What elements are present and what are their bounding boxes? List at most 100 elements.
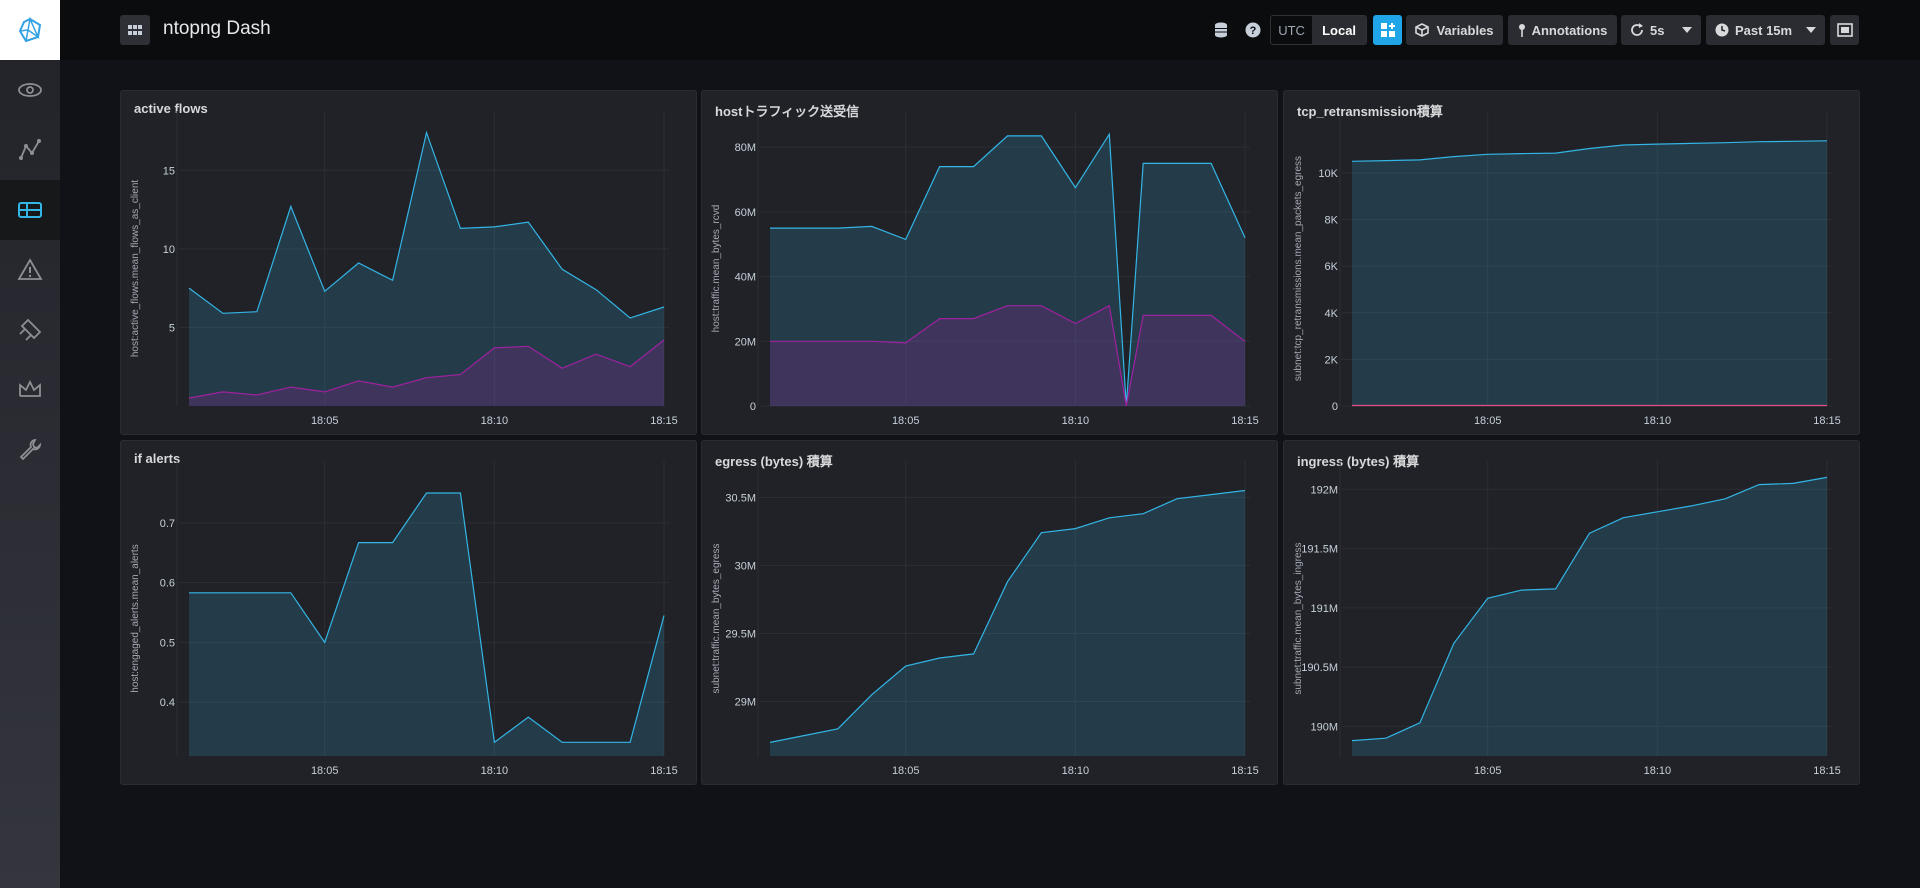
panel-egress-bytes[interactable]: egress (bytes) 積算 29M 29.5M 30M 30.5M 18:05 1… bbox=[701, 440, 1278, 785]
series-line bbox=[770, 304, 1246, 407]
grafana-logo[interactable] bbox=[0, 0, 60, 60]
y-tick-label: 60M bbox=[735, 207, 756, 219]
x-tick-label: 18:05 bbox=[892, 765, 920, 777]
panel-title[interactable]: hostトラフィック送受信 bbox=[715, 104, 860, 119]
y-tick-label: 10K bbox=[1318, 168, 1338, 180]
series-line bbox=[1351, 140, 1828, 162]
chart-svg[interactable]: 190M 190.5M 191M 191.5M 192M 18:05 18:10 18:15 s… bbox=[1284, 441, 1861, 786]
sidebar bbox=[0, 0, 60, 888]
time-range-label: Past 15m bbox=[1735, 22, 1793, 38]
cube-icon bbox=[1415, 23, 1430, 37]
y-axis-label: host:active_flows.mean_flows_as_client bbox=[130, 180, 141, 358]
add-panel-icon bbox=[1380, 23, 1395, 37]
series-line bbox=[188, 339, 665, 399]
series-line bbox=[769, 489, 1246, 743]
y-tick-label: 0.5 bbox=[160, 637, 175, 649]
y-tick-label: 191M bbox=[1310, 603, 1338, 615]
panel-active-flows[interactable]: active flows 5 10 15 18:05 18:10 18:15 host:ac… bbox=[120, 90, 697, 435]
y-axis-label: subnet:traffic.mean_bytes_ingress bbox=[1293, 542, 1304, 694]
y-tick-label: 8K bbox=[1325, 215, 1339, 227]
y-tick-label: 4K bbox=[1325, 308, 1339, 320]
utc-option[interactable]: UTC bbox=[1278, 22, 1305, 38]
refresh-interval: 5s bbox=[1650, 22, 1665, 38]
x-tick-label: 18:15 bbox=[1231, 765, 1259, 777]
database-icon bbox=[1215, 22, 1227, 38]
dashboard-menu-button[interactable] bbox=[120, 15, 150, 45]
panel-host-traffic[interactable]: hostトラフィック送受信 0 20M 40M 60M 80M 18:05 18:10 18:… bbox=[701, 90, 1278, 435]
add-panel-button[interactable] bbox=[1373, 15, 1402, 45]
x-tick-label: 18:15 bbox=[650, 415, 678, 427]
x-tick-label: 18:10 bbox=[1644, 765, 1672, 777]
series-area bbox=[1352, 477, 1827, 756]
x-tick-label: 18:10 bbox=[1062, 765, 1090, 777]
help-button[interactable]: ? bbox=[1242, 15, 1264, 45]
sidebar-item-admin[interactable] bbox=[0, 360, 60, 420]
sidebar-item-explore[interactable] bbox=[0, 60, 60, 120]
crown-icon bbox=[19, 379, 41, 397]
refresh-picker[interactable]: 5s bbox=[1621, 15, 1701, 45]
panel-title[interactable]: active flows bbox=[134, 101, 208, 116]
x-tick-label: 18:05 bbox=[892, 415, 920, 427]
x-tick-label: 18:15 bbox=[1813, 765, 1841, 777]
timezone-toggle: UTC Local bbox=[1270, 15, 1367, 45]
sidebar-item-plugins[interactable] bbox=[0, 300, 60, 360]
sidebar-item-dashboards[interactable] bbox=[0, 180, 60, 240]
chevron-down-icon bbox=[1682, 27, 1692, 33]
y-tick-label: 192M bbox=[1310, 484, 1338, 496]
panel-if-alerts[interactable]: if alerts 0.4 0.5 0.6 0.7 18:05 18:10 18:15 hos… bbox=[120, 440, 697, 785]
wrench-icon bbox=[19, 438, 42, 461]
page-title[interactable]: ntopng Dash bbox=[163, 18, 271, 39]
variables-button[interactable]: Variables bbox=[1406, 15, 1503, 45]
panel-ingress-bytes[interactable]: ingress (bytes) 積算 190M 190.5M 191M 191.5M 1… bbox=[1283, 440, 1860, 785]
y-tick-label: 0.7 bbox=[160, 518, 175, 530]
database-button[interactable] bbox=[1210, 15, 1232, 45]
y-tick-label: 30.5M bbox=[725, 492, 756, 504]
chart-svg[interactable]: 5 10 15 18:05 18:10 18:15 host:active_flows.me… bbox=[121, 91, 698, 436]
y-tick-label: 5 bbox=[169, 322, 175, 334]
svg-text:?: ? bbox=[1250, 25, 1257, 37]
y-axis-label: subnet:tcp_retransmissions.mean_packets_… bbox=[1293, 156, 1304, 381]
y-tick-label: 29.5M bbox=[725, 628, 756, 640]
x-tick-label: 18:10 bbox=[1644, 415, 1672, 427]
panel-tcp-retransmission[interactable]: tcp_retransmission積算 0 2K 4K 6K 8K 10K 18:05 18… bbox=[1283, 90, 1860, 435]
annotations-button[interactable]: Annotations bbox=[1508, 15, 1617, 45]
panel-title[interactable]: ingress (bytes) 積算 bbox=[1297, 454, 1420, 469]
chevron-down-icon bbox=[1806, 27, 1816, 33]
tv-mode-button[interactable] bbox=[1830, 15, 1859, 45]
y-tick-label: 30M bbox=[735, 560, 756, 572]
x-tick-label: 18:15 bbox=[1231, 415, 1259, 427]
sidebar-item-configuration[interactable] bbox=[0, 420, 60, 480]
x-tick-label: 18:10 bbox=[481, 415, 509, 427]
y-axis-label: host:traffic.mean_bytes_rcvd bbox=[711, 205, 722, 333]
series-area bbox=[770, 305, 1245, 406]
time-range-picker[interactable]: Past 15m bbox=[1706, 15, 1825, 45]
panel-title[interactable]: egress (bytes) 積算 bbox=[715, 454, 833, 469]
sidebar-item-alerting[interactable] bbox=[0, 240, 60, 300]
chart-svg[interactable]: 0 20M 40M 60M 80M 18:05 18:10 18:15 host:traffic… bbox=[702, 91, 1279, 436]
clock-icon bbox=[1715, 23, 1729, 37]
panel-title[interactable]: if alerts bbox=[134, 451, 181, 466]
y-tick-label: 6K bbox=[1325, 261, 1339, 273]
y-axis-label: subnet:traffic.mean_bytes_egress bbox=[711, 544, 722, 694]
plugin-icon bbox=[19, 318, 42, 341]
y-tick-label: 190.5M bbox=[1301, 662, 1338, 674]
logo-icon bbox=[18, 16, 42, 43]
graph-icon bbox=[19, 139, 41, 160]
pin-icon bbox=[1518, 24, 1525, 37]
chart-svg[interactable]: 29M 29.5M 30M 30.5M 18:05 18:10 18:15 subnet:tr… bbox=[702, 441, 1279, 786]
chart-svg[interactable]: 0.4 0.5 0.6 0.7 18:05 18:10 18:15 host:engaged_… bbox=[121, 441, 698, 786]
series-area bbox=[1352, 140, 1827, 407]
y-tick-label: 0 bbox=[1332, 401, 1338, 413]
dashboard-icon bbox=[18, 202, 42, 218]
sidebar-item-graph[interactable] bbox=[0, 120, 60, 180]
local-option[interactable]: Local bbox=[1312, 16, 1366, 44]
y-axis-label: host:engaged_alerts.mean_alerts bbox=[130, 544, 141, 692]
x-tick-label: 18:05 bbox=[1474, 765, 1502, 777]
x-tick-label: 18:15 bbox=[650, 765, 678, 777]
y-tick-label: 0.4 bbox=[160, 697, 175, 709]
y-tick-label: 2K bbox=[1325, 354, 1339, 366]
y-tick-label: 15 bbox=[163, 165, 175, 177]
panel-title[interactable]: tcp_retransmission積算 bbox=[1297, 104, 1443, 119]
y-tick-label: 0 bbox=[750, 401, 756, 413]
chart-svg[interactable]: 0 2K 4K 6K 8K 10K 18:05 18:10 18:15 subnet:tcp_re… bbox=[1284, 91, 1861, 436]
